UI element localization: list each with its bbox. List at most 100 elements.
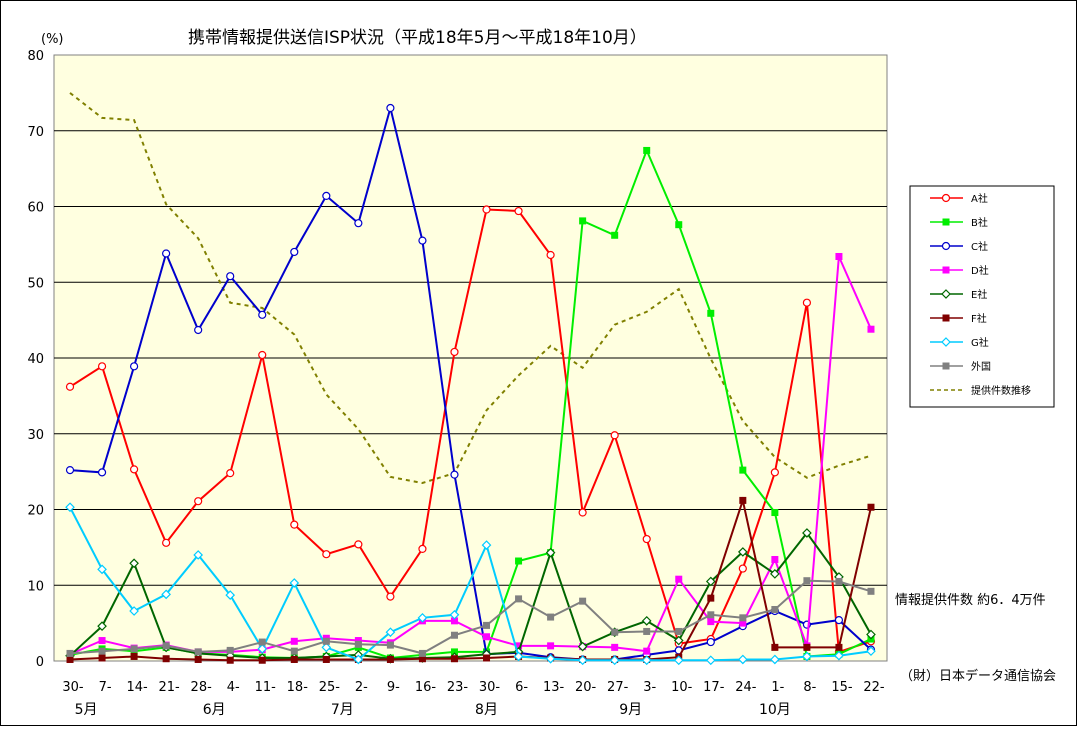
legend-marker (942, 362, 950, 370)
data-point (866, 646, 876, 657)
data-point (802, 528, 812, 538)
x-tick-label: 24- (735, 680, 757, 695)
series-提供件数推移 (69, 92, 872, 485)
data-point (386, 103, 395, 113)
month-labels: 5月 6月 7月 8月 9月 10月 (75, 702, 791, 718)
data-point (675, 575, 683, 583)
data-point (705, 655, 716, 666)
x-tick-label: 16- (415, 680, 437, 695)
data-point (162, 249, 171, 258)
x-tick-label: 21- (159, 680, 181, 695)
data-point (290, 655, 298, 663)
data-point (611, 628, 619, 636)
data-point (354, 637, 362, 645)
y-tick-label: 70 (27, 125, 44, 140)
data-point (515, 642, 523, 650)
data-point (578, 508, 587, 517)
data-point (739, 619, 747, 627)
data-point (707, 309, 715, 317)
data-point (771, 605, 779, 613)
data-point (418, 655, 426, 663)
x-tick-label: 2- (355, 680, 368, 695)
data-point (579, 217, 587, 225)
legend-label: G社 (971, 336, 989, 349)
data-point (194, 497, 203, 506)
data-point (129, 606, 139, 616)
data-point (258, 638, 266, 646)
data-point (65, 502, 75, 513)
legend-label: 外国 (971, 361, 991, 373)
data-point (225, 590, 236, 600)
data-point (290, 637, 298, 645)
data-point (673, 635, 684, 646)
x-tick-label: 18- (287, 680, 309, 695)
series-line (69, 506, 872, 662)
x-tick-label: 4- (227, 680, 240, 695)
data-point (483, 654, 491, 662)
x-tick-label: 20- (575, 680, 597, 695)
data-point (97, 621, 107, 632)
x-tick-label: 7- (99, 680, 112, 695)
data-point (161, 589, 171, 600)
data-point (129, 465, 139, 474)
series-line (69, 496, 872, 662)
data-point (643, 647, 651, 655)
data-point (803, 643, 811, 651)
data-point (322, 655, 330, 663)
data-point (707, 611, 715, 619)
data-point (483, 621, 491, 629)
x-tick-label: 30- (62, 680, 84, 695)
data-point (545, 547, 556, 558)
legend-label: F社 (971, 312, 987, 325)
data-point (545, 653, 556, 664)
x-tick-labels: 30- 7- 14- 21- 28- 4- 11- 18- 25- 2- 9- 16- 23- 30- 6-… (62, 680, 885, 695)
data-point (162, 538, 171, 547)
data-point (385, 627, 396, 638)
x-tick-label: 17- (703, 680, 725, 695)
data-point (771, 509, 779, 517)
data-point (130, 652, 138, 660)
data-point (483, 633, 491, 641)
data-point (418, 649, 426, 657)
annotation-total-count: 情報提供件数 約6．4万件 (895, 592, 1046, 608)
data-point (770, 468, 779, 477)
data-point (65, 466, 75, 475)
x-tick-label: 15- (831, 680, 853, 695)
data-point (130, 645, 138, 653)
data-point (322, 191, 331, 200)
data-point (834, 650, 844, 661)
y-tick-label: 0 (36, 655, 44, 670)
data-point (354, 640, 362, 648)
x-tick-label: 3- (643, 680, 656, 695)
data-point (515, 595, 523, 603)
data-point (450, 631, 458, 639)
series-group (65, 92, 876, 666)
data-point (449, 609, 460, 620)
series-line (69, 531, 872, 660)
legend-marker (941, 241, 951, 251)
x-tick-label: 11- (255, 680, 277, 695)
data-point (579, 597, 587, 605)
legend-box (909, 185, 1055, 408)
data-point (707, 594, 715, 602)
legend-label: D社 (971, 264, 989, 277)
data-point (546, 250, 555, 260)
data-point (802, 298, 812, 307)
data-point (386, 655, 394, 663)
data-point (641, 655, 652, 666)
data-point (226, 646, 234, 654)
data-point (386, 592, 395, 601)
data-point (97, 362, 107, 371)
data-point (610, 431, 619, 440)
data-point (258, 310, 267, 319)
data-point (705, 576, 716, 587)
x-tick-label: 22- (863, 680, 885, 695)
month-label: 7月 (331, 702, 354, 718)
data-point (226, 656, 234, 664)
data-point (770, 654, 780, 665)
legend-marker (942, 218, 950, 226)
series-A社 (65, 205, 876, 657)
legend-marker (941, 337, 951, 347)
